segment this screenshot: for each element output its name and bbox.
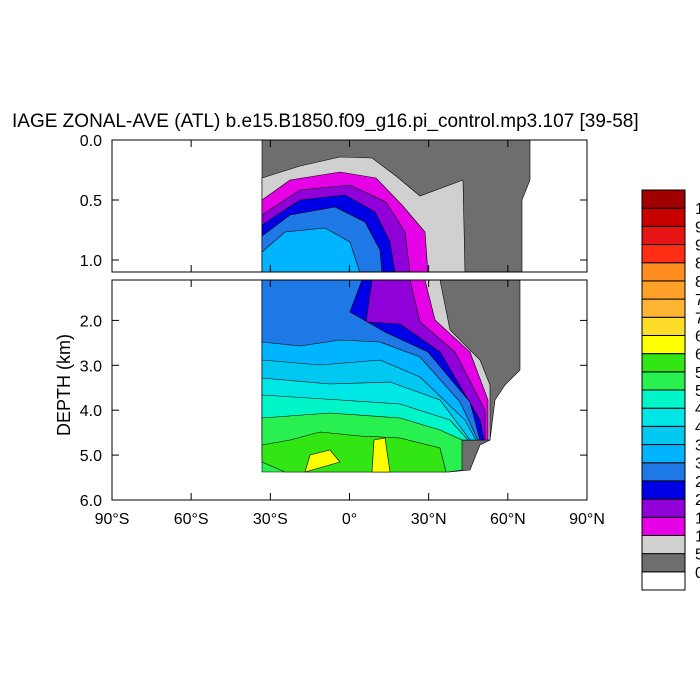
level-label: 45 xyxy=(695,401,700,418)
color-bar: 05 101520253035 4045505560 657075808590 9510… xyxy=(641,189,700,591)
x-tick-label: 30°N xyxy=(411,511,447,528)
contour-region xyxy=(304,449,341,473)
y-tick-label: 2.0 xyxy=(80,313,102,330)
x-tick-label: 60°S xyxy=(174,511,209,528)
axes: 0.0 0.5 1.0 2.0 3.0 4.0 5.0 6.090°S 60°S 30°S 0° 30… xyxy=(80,133,605,528)
level-label: 5 xyxy=(695,547,700,564)
level-label: 20 xyxy=(695,492,700,509)
contour-region xyxy=(371,437,391,473)
x-tick-label: 30°S xyxy=(253,511,288,528)
color-box xyxy=(641,553,686,573)
y-tick-label: 0.5 xyxy=(80,193,102,210)
color-box xyxy=(641,189,686,209)
lower-contours xyxy=(261,280,521,473)
level-label: 65 xyxy=(695,328,700,345)
level-label: 70 xyxy=(695,310,700,327)
color-box xyxy=(641,516,686,536)
color-box xyxy=(641,334,686,355)
level-label: 15 xyxy=(695,510,700,527)
level-label: 95 xyxy=(695,219,700,236)
color-box xyxy=(641,262,686,282)
color-box xyxy=(641,571,686,591)
color-box xyxy=(641,225,686,246)
color-box xyxy=(641,425,686,446)
level-label: 40 xyxy=(695,419,700,436)
y-tick-label: 5.0 xyxy=(80,448,102,465)
contour-region xyxy=(261,227,360,272)
x-tick-label: 60°N xyxy=(490,511,526,528)
y-tick-label: 0.0 xyxy=(80,133,102,150)
level-label: 85 xyxy=(695,256,700,273)
level-label: 50 xyxy=(695,383,700,400)
color-box xyxy=(641,371,686,391)
chart-title: IAGE ZONAL-AVE (ATL) b.e15.B1850.f09_g16… xyxy=(12,111,639,132)
y-tick-label: 1.0 xyxy=(80,253,102,270)
color-box xyxy=(641,534,686,555)
level-label: 35 xyxy=(695,438,700,455)
level-label: 30 xyxy=(695,456,700,473)
color-box xyxy=(641,353,686,373)
x-tick-label: 0° xyxy=(342,511,357,528)
y-tick-label: 6.0 xyxy=(80,493,102,510)
x-tick-label: 90°S xyxy=(95,511,130,528)
x-tick-label: 90°N xyxy=(569,511,605,528)
color-box xyxy=(641,280,686,300)
level-label: 25 xyxy=(695,474,700,491)
color-box xyxy=(641,444,686,464)
y-tick-label: 3.0 xyxy=(80,358,102,375)
color-box xyxy=(641,389,686,409)
color-box xyxy=(641,298,686,318)
color-box xyxy=(641,244,686,264)
color-box xyxy=(641,207,686,227)
level-label: 10 xyxy=(695,528,700,545)
level-label: 80 xyxy=(695,274,700,291)
level-label: 90 xyxy=(695,238,700,255)
level-label: 100 xyxy=(695,201,700,218)
color-box xyxy=(641,498,686,518)
level-label: 75 xyxy=(695,292,700,309)
upper-contours xyxy=(261,140,531,272)
color-box xyxy=(641,480,686,500)
y-tick-label: 4.0 xyxy=(80,403,102,420)
color-box xyxy=(641,462,686,482)
level-label: 60 xyxy=(695,347,700,364)
y-axis-title: DEPTH (km) xyxy=(54,334,74,436)
color-box xyxy=(641,407,686,427)
color-box xyxy=(641,316,686,336)
level-label: 0 xyxy=(695,565,700,582)
level-label: 55 xyxy=(695,365,700,382)
